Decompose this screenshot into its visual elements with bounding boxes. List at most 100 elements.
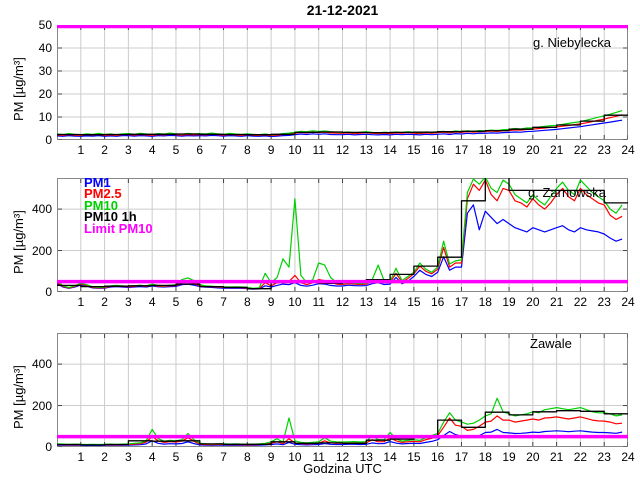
x-tick-label: 19 <box>502 295 516 309</box>
x-tick-label: 20 <box>526 143 540 157</box>
x-tick-label: 19 <box>502 143 516 157</box>
x-tick-label: 4 <box>148 143 156 157</box>
x-tick-label: 6 <box>196 450 204 464</box>
x-tick-label: 1 <box>77 143 85 157</box>
x-tick-label: 7 <box>220 450 227 464</box>
x-tick-label: 5 <box>172 295 180 309</box>
y-tick-label: 400 <box>31 202 52 217</box>
x-tick-label: 5 <box>172 143 180 157</box>
x-axis-label: Godzina UTC <box>303 461 382 476</box>
x-tick-label: 12 <box>335 295 350 309</box>
y-tick-label: 50 <box>38 18 52 32</box>
x-tick-label: 22 <box>573 450 588 464</box>
station-label-zarnowska: g. Zarnowska <box>528 185 607 200</box>
x-tick-label: 10 <box>288 143 302 157</box>
x-tick-label: 18 <box>478 295 492 309</box>
x-tick-label: 1 <box>77 295 85 309</box>
x-tick-label: 17 <box>454 450 469 464</box>
y-tick-label: 20 <box>38 87 52 101</box>
x-tick-label: 14 <box>383 450 397 464</box>
x-tick-label: 13 <box>359 295 373 309</box>
legend: PM1 PM2.5 PM10 PM10 1h Limit PM10 <box>84 175 153 236</box>
x-tick-label: 17 <box>454 143 469 157</box>
x-tick-label: 20 <box>526 450 540 464</box>
x-tick-label: 23 <box>597 295 611 309</box>
x-tick-label: 8 <box>243 450 251 464</box>
x-tick-label: 24 <box>621 450 635 464</box>
plot-area-zawale <box>57 333 628 447</box>
x-tick-label: 13 <box>359 450 373 464</box>
x-tick-label: 23 <box>597 450 611 464</box>
x-tick-label: 24 <box>621 143 635 157</box>
x-tick-label: 24 <box>621 295 635 309</box>
legend-item-pm1: PM1 <box>84 175 111 190</box>
y-tick-label: 400 <box>31 357 52 372</box>
y-axis-label-panel3: PM [µg/m³] <box>11 365 26 429</box>
x-tick-label: 2 <box>101 295 108 309</box>
x-tick-label: 3 <box>125 450 132 464</box>
y-tick-label: 0 <box>45 440 52 454</box>
x-tick-label: 3 <box>125 143 132 157</box>
x-tick-label: 3 <box>125 295 132 309</box>
x-tick-label: 1 <box>77 450 85 464</box>
y-tick-label: 10 <box>38 110 52 124</box>
x-tick-label: 15 <box>407 450 421 464</box>
x-tick-label: 12 <box>335 143 350 157</box>
x-tick-label: 22 <box>573 295 588 309</box>
x-tick-label: 23 <box>597 143 611 157</box>
station-label-niebylecka: g. Niebylecka <box>533 35 612 50</box>
x-tick-label: 2 <box>101 143 108 157</box>
y-tick-label: 0 <box>45 133 52 147</box>
x-tick-label: 9 <box>267 143 275 157</box>
y-tick-label: 30 <box>38 64 52 78</box>
x-tick-label: 6 <box>196 295 204 309</box>
legend-item-pm25: PM2.5 <box>84 186 122 202</box>
x-tick-label: 7 <box>220 295 227 309</box>
plot-area-zarnowska <box>57 178 628 292</box>
x-tick-label: 15 <box>407 295 421 309</box>
x-tick-label: 8 <box>243 143 251 157</box>
x-tick-label: 4 <box>148 295 156 309</box>
y-tick-label: 0 <box>45 285 52 299</box>
x-tick-label: 12 <box>335 450 350 464</box>
x-tick-label: 16 <box>430 450 445 464</box>
x-tick-label: 4 <box>148 450 156 464</box>
x-tick-label: 9 <box>267 450 275 464</box>
x-tick-label: 10 <box>288 450 302 464</box>
x-tick-label: 10 <box>288 295 302 309</box>
x-tick-label: 11 <box>312 450 325 464</box>
plot-area-niebylecka <box>57 25 628 140</box>
x-tick-label: 21 <box>549 295 564 309</box>
x-tick-label: 16 <box>430 295 445 309</box>
x-tick-label: 5 <box>172 450 180 464</box>
y-tick-label: 200 <box>31 398 52 413</box>
x-tick-label: 14 <box>383 295 397 309</box>
x-tick-label: 8 <box>243 295 251 309</box>
y-axis-label-panel2: PM [µg/m³] <box>11 210 26 274</box>
legend-item-pm10: PM10 <box>84 197 118 213</box>
x-tick-label: 17 <box>454 295 469 309</box>
y-tick-label: 40 <box>38 41 52 55</box>
legend-item-pm10-1h: PM10 1h <box>84 209 137 225</box>
x-tick-label: 6 <box>196 143 204 157</box>
x-tick-label: 15 <box>407 143 421 157</box>
station-label-zawale: Zawale <box>530 336 572 351</box>
x-tick-label: 7 <box>220 143 227 157</box>
x-tick-label: 18 <box>478 450 492 464</box>
x-tick-label: 22 <box>573 143 588 157</box>
x-tick-label: 21 <box>549 143 564 157</box>
x-tick-label: 9 <box>267 295 275 309</box>
x-tick-label: 16 <box>430 143 445 157</box>
x-tick-label: 11 <box>312 143 325 157</box>
x-tick-label: 18 <box>478 143 492 157</box>
chart-title: 21-12-2021 <box>306 2 379 18</box>
legend-item-limit: Limit PM10 <box>84 220 153 236</box>
x-tick-label: 11 <box>312 295 325 309</box>
x-tick-label: 14 <box>383 143 397 157</box>
y-tick-label: 200 <box>31 243 52 258</box>
x-tick-label: 19 <box>502 450 516 464</box>
x-tick-label: 13 <box>359 143 373 157</box>
x-tick-label: 20 <box>526 295 540 309</box>
x-tick-label: 2 <box>101 450 108 464</box>
